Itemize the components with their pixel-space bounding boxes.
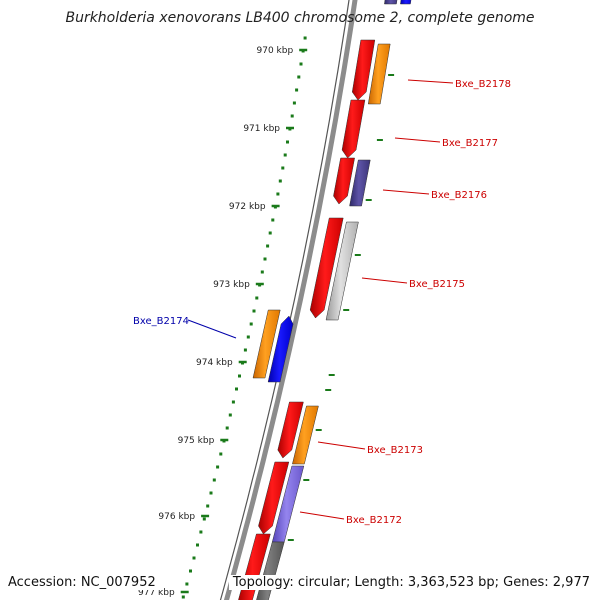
- scale-dot: [283, 153, 287, 157]
- gene-feature[interactable]: [258, 461, 290, 535]
- scale-dot: [206, 504, 210, 508]
- scale-dot: [212, 478, 216, 482]
- scale-dot: [249, 322, 253, 326]
- scale-dot: [209, 491, 213, 495]
- leader-line: [407, 79, 454, 84]
- scale-label: 971 kbp: [243, 124, 280, 134]
- gene-feature[interactable]: [400, 0, 412, 5]
- gene-label[interactable]: Bxe_B2174: [133, 316, 189, 327]
- gene-feature[interactable]: [252, 309, 281, 379]
- gene-label[interactable]: Bxe_B2177: [442, 138, 498, 149]
- gene-feature[interactable]: [384, 0, 398, 5]
- gene-feature[interactable]: [292, 405, 319, 465]
- scale-dot: [196, 543, 199, 547]
- scale-dot: [276, 192, 280, 196]
- scale-dot: [286, 140, 289, 144]
- leader-line: [394, 137, 441, 143]
- gene-label[interactable]: Bxe_B2176: [431, 190, 487, 201]
- gene-feature[interactable]: [325, 221, 359, 321]
- scale-dot: [260, 270, 264, 274]
- scale-dot: [295, 88, 299, 92]
- scale-dot: [225, 426, 229, 430]
- scale-dot: [268, 231, 272, 235]
- scale-dot: [255, 296, 259, 300]
- scale-dot: [185, 582, 189, 586]
- scale-dot: [235, 387, 238, 391]
- scale-dot: [252, 309, 256, 313]
- scale-dot: [297, 75, 301, 79]
- scale-dot: [278, 179, 282, 183]
- gene-feature[interactable]: [351, 39, 376, 101]
- scale-label: 973 kbp: [213, 280, 250, 290]
- gene-feature[interactable]: [333, 157, 355, 205]
- gene-feature[interactable]: [277, 401, 304, 459]
- scale-dot: [199, 530, 203, 534]
- leader-line: [382, 189, 430, 195]
- scale-label: 977 kbp: [138, 588, 175, 598]
- backbone-inner-line: [219, 0, 350, 600]
- scale-dot: [303, 36, 307, 40]
- leader-line: [299, 511, 345, 520]
- scale-dot: [243, 348, 247, 352]
- gene-label[interactable]: Bxe_B2178: [455, 79, 511, 90]
- scale-dot: [281, 166, 285, 170]
- gene-label[interactable]: Bxe_B2172: [346, 515, 402, 526]
- gene-feature[interactable]: [367, 43, 391, 105]
- scale-dot: [299, 62, 303, 66]
- scale-dot: [189, 569, 192, 573]
- scale-dot: [202, 517, 206, 521]
- leader-line: [361, 277, 408, 284]
- leader-line: [317, 441, 366, 450]
- gene-label[interactable]: Bxe_B2173: [367, 445, 423, 456]
- scale-dot: [263, 257, 267, 261]
- scale-dot: [181, 595, 185, 599]
- accession-text: Accession: NC_007952: [8, 575, 160, 590]
- gene-feature[interactable]: [341, 99, 366, 159]
- scale-dot: [216, 465, 220, 469]
- gene-feature[interactable]: [349, 159, 371, 207]
- scale-dot: [292, 101, 296, 105]
- topology-text: Topology: circular; Length: 3,363,523 bp…: [228, 575, 590, 590]
- scale-label: 972 kbp: [229, 202, 266, 212]
- scale-dot: [266, 244, 270, 248]
- scale-label: 975 kbp: [178, 436, 215, 446]
- scale-dot: [246, 335, 250, 339]
- leader-line: [187, 319, 237, 339]
- backbone-arc: [223, 0, 358, 600]
- scale-dot: [228, 413, 232, 417]
- scale-dot: [192, 556, 196, 560]
- scale-label: 974 kbp: [196, 358, 233, 368]
- scale-dot: [219, 452, 223, 456]
- scale-label: 976 kbp: [158, 512, 195, 522]
- map-title: Burkholderia xenovorans LB400 chromosome…: [65, 10, 535, 26]
- scale-dot: [290, 114, 294, 118]
- scale-dot: [231, 400, 235, 404]
- gene-label[interactable]: Bxe_B2175: [409, 279, 465, 290]
- scale-dot: [238, 374, 241, 378]
- scale-label: 970 kbp: [257, 46, 294, 56]
- gene-feature[interactable]: [267, 315, 294, 383]
- gene-feature[interactable]: [309, 217, 344, 319]
- scale-dot: [271, 218, 275, 222]
